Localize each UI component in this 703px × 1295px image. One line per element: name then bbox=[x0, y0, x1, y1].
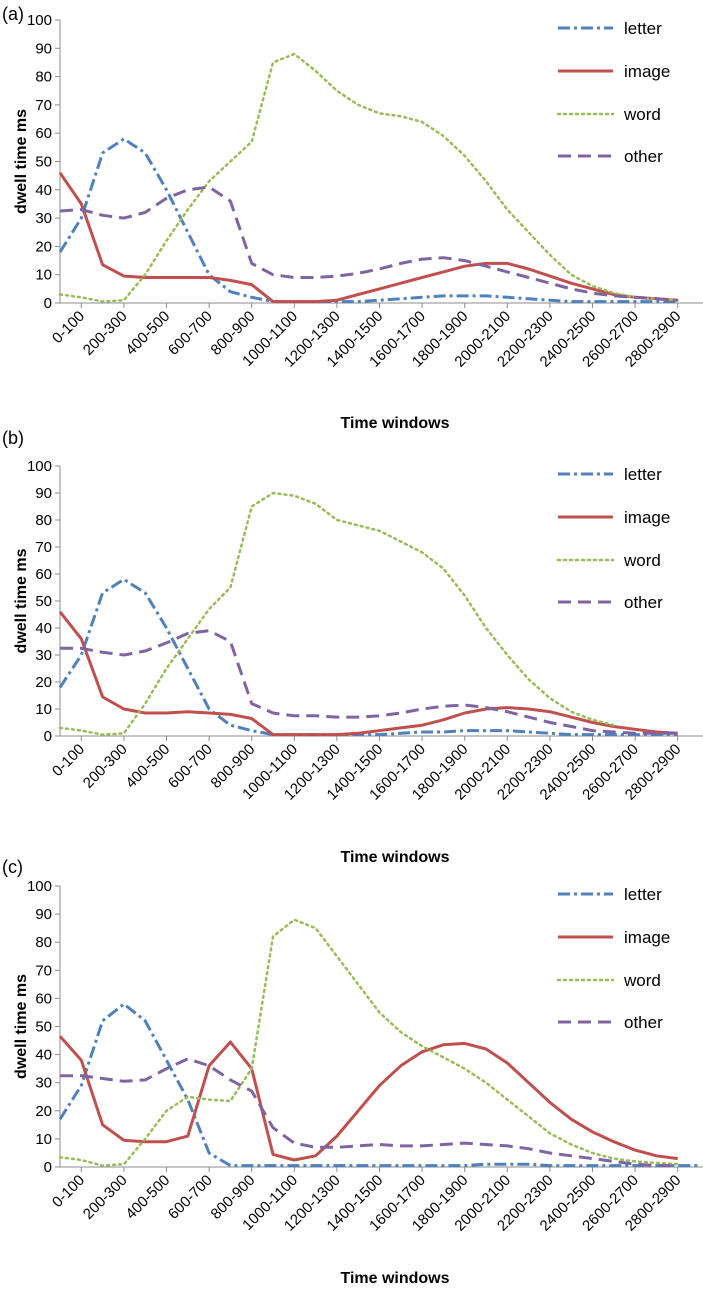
series-line-letter bbox=[58, 577, 678, 737]
y-tick-label: 10 bbox=[35, 1131, 52, 1148]
x-tick-label: 400-500 bbox=[122, 1172, 173, 1223]
y-tick-label: 20 bbox=[35, 238, 52, 255]
x-axis-title: Time windows bbox=[340, 849, 449, 866]
x-tick-label: 0-100 bbox=[49, 308, 88, 347]
panel-label: (a) bbox=[2, 4, 24, 24]
x-tick-label: 600-700 bbox=[165, 1172, 216, 1223]
y-tick-label: 80 bbox=[35, 69, 52, 86]
x-axis-title: Time windows bbox=[340, 1270, 449, 1287]
legend-label-image: image bbox=[624, 928, 670, 947]
y-axis-title: dwell time ms bbox=[13, 974, 30, 1079]
y-tick-label: 70 bbox=[35, 539, 52, 556]
y-axis-title: dwell time ms bbox=[13, 109, 30, 214]
x-tick-label: 600-700 bbox=[165, 308, 216, 359]
series-line-image bbox=[58, 610, 678, 737]
y-tick-label: 20 bbox=[35, 674, 52, 691]
y-tick-label: 50 bbox=[35, 154, 52, 171]
y-tick-label: 40 bbox=[35, 1047, 52, 1064]
y-tick-label: 70 bbox=[35, 97, 52, 114]
chart-panel-1: (a) 0 10 20 30 40 50 60 70 80 90 100 0-100200-300400… bbox=[2, 4, 703, 432]
series-line-other bbox=[59, 185, 678, 302]
y-tick-label: 90 bbox=[35, 906, 52, 923]
legend-label-other: other bbox=[624, 1013, 663, 1032]
y-tick-label: 60 bbox=[35, 125, 52, 142]
y-tick-label: 30 bbox=[35, 1075, 52, 1092]
legend-label-word: word bbox=[623, 971, 661, 990]
x-axis-title: Time windows bbox=[340, 415, 449, 432]
y-tick-label: 80 bbox=[35, 512, 52, 529]
y-tick-label: 90 bbox=[35, 40, 52, 57]
x-tick-label: 400-500 bbox=[122, 308, 173, 359]
legend-label-letter: letter bbox=[624, 465, 662, 484]
y-axis-title: dwell time ms bbox=[13, 548, 30, 653]
y-tick-label: 10 bbox=[35, 701, 52, 718]
y-tick-label: 40 bbox=[35, 620, 52, 637]
legend-label-letter: letter bbox=[624, 19, 662, 38]
series-line-image bbox=[58, 171, 678, 304]
y-tick-label: 70 bbox=[35, 962, 52, 979]
chart-panel-2: (b) 0 10 20 30 40 50 60 70 80 90 100 0-100200-300400… bbox=[2, 428, 703, 866]
x-tick-label: 600-700 bbox=[165, 741, 216, 792]
y-tick-label: 10 bbox=[35, 267, 52, 284]
y-tick-label: 0 bbox=[44, 1159, 52, 1176]
series-line-letter bbox=[58, 1002, 699, 1168]
series-line-image bbox=[58, 1035, 678, 1162]
legend-label-word: word bbox=[623, 551, 661, 570]
y-tick-label: 20 bbox=[35, 1103, 52, 1120]
legend-label-word: word bbox=[623, 105, 661, 124]
y-tick-label: 100 bbox=[27, 12, 52, 29]
panel-label: (c) bbox=[2, 857, 23, 877]
series-line-word bbox=[58, 491, 616, 736]
x-tick-label: 400-500 bbox=[122, 741, 173, 792]
y-tick-label: 60 bbox=[35, 990, 52, 1007]
y-tick-label: 50 bbox=[35, 593, 52, 610]
y-tick-label: 40 bbox=[35, 182, 52, 199]
y-tick-label: 60 bbox=[35, 566, 52, 583]
legend-label-letter: letter bbox=[624, 885, 662, 904]
x-tick-label: 0-100 bbox=[49, 741, 88, 780]
y-tick-label: 80 bbox=[35, 934, 52, 951]
series-line-other bbox=[60, 629, 678, 735]
x-tick-label: 200-300 bbox=[80, 308, 131, 359]
series-line-word bbox=[58, 52, 679, 303]
x-tick-label: 200-300 bbox=[80, 741, 131, 792]
x-tick-label: 200-300 bbox=[80, 1172, 131, 1223]
panel-label: (b) bbox=[2, 428, 24, 448]
y-tick-label: 50 bbox=[35, 1019, 52, 1036]
y-tick-label: 30 bbox=[35, 210, 52, 227]
y-tick-label: 100 bbox=[27, 878, 52, 895]
legend-label-other: other bbox=[624, 147, 663, 166]
y-tick-label: 0 bbox=[44, 295, 52, 312]
y-tick-label: 0 bbox=[44, 728, 52, 745]
x-tick-label: 0-100 bbox=[49, 1172, 88, 1211]
y-tick-label: 30 bbox=[35, 647, 52, 664]
y-tick-label: 100 bbox=[27, 458, 52, 475]
series-line-letter bbox=[58, 137, 678, 304]
legend-label-image: image bbox=[624, 62, 670, 81]
series-line-other bbox=[60, 1057, 678, 1168]
chart-panel-3: (c) 0 10 20 30 40 50 60 70 80 90 100 0-100200-300400… bbox=[2, 857, 703, 1287]
legend-label-other: other bbox=[624, 593, 663, 612]
legend-label-image: image bbox=[624, 508, 670, 527]
series-line-word bbox=[58, 918, 679, 1167]
y-tick-label: 90 bbox=[35, 485, 52, 502]
